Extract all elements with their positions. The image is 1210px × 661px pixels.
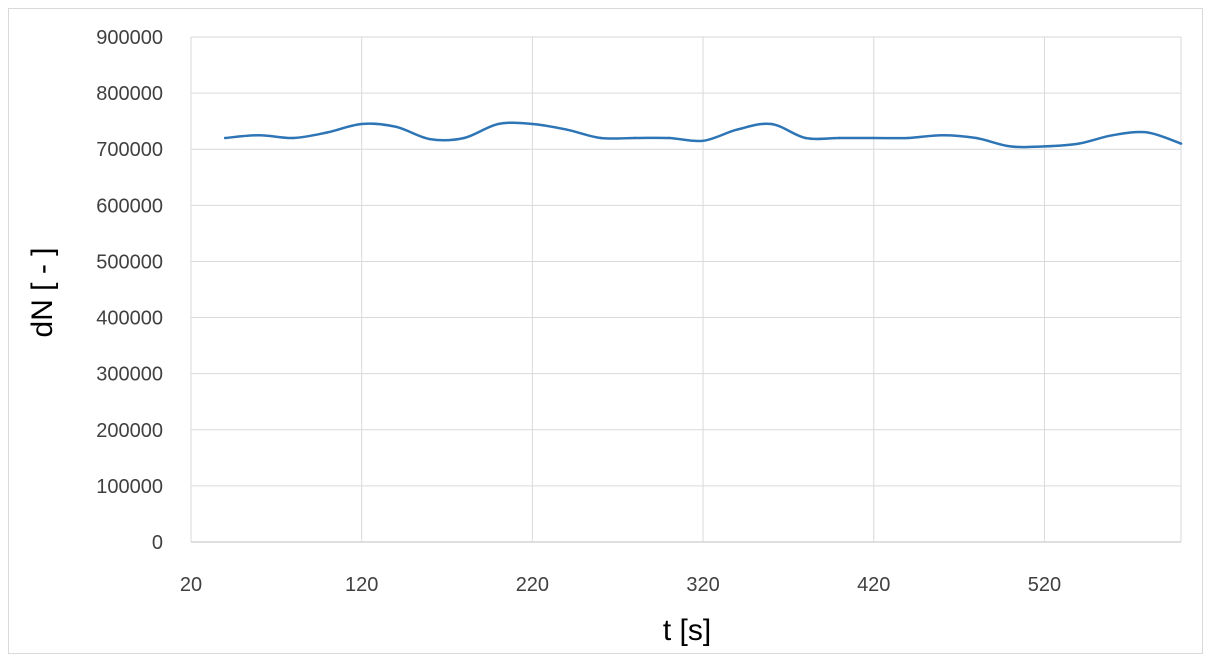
data-point [599,136,602,140]
data-point [223,136,227,140]
y-tick-label: 200000 [96,420,163,442]
y-tick-label: 400000 [96,308,163,330]
data-point [258,133,261,137]
x-tick-label: 20 [180,574,202,596]
data-point [394,125,398,128]
y-tick-labels: 0 100000 200000 300000 400000 500000 600000 700… [96,27,163,554]
data-point [565,128,568,131]
data-point [736,128,739,131]
y-tick-label: 300000 [96,364,163,386]
data-point [872,136,875,140]
data-point [804,136,807,140]
data-point [633,136,636,140]
chart-frame [8,8,1203,654]
data-point [906,136,910,140]
data-point [1145,131,1149,134]
data-point [701,139,705,143]
data-point [838,136,841,140]
data-point [1111,133,1114,137]
x-axis-label: t [s] [663,614,711,647]
x-tick-label: 220 [516,574,549,596]
data-point [974,136,978,140]
data-point [531,122,534,126]
y-gridlines [191,36,1181,543]
data-point [667,136,671,140]
y-tick-label: 500000 [96,251,163,273]
data-point [940,133,944,137]
data-point [1179,142,1183,145]
data-point [1043,145,1046,148]
x-tick-label: 520 [1028,574,1061,596]
y-tick-label: 700000 [96,139,163,161]
y-tick-label: 900000 [96,27,163,49]
data-point [770,122,773,126]
data-point [428,137,432,141]
y-tick-label: 0 [152,532,163,554]
data-point [462,136,466,140]
series-group [223,121,1183,149]
data-point [292,136,295,140]
x-tick-label: 120 [345,574,378,596]
data-point [1077,142,1080,145]
y-tick-label: 100000 [96,476,163,498]
data-point [326,131,329,134]
y-tick-label: 800000 [96,83,163,105]
x-gridlines [190,37,1182,542]
x-tick-label: 420 [857,574,890,596]
data-point [497,122,500,126]
x-tick-label: 320 [686,574,719,596]
data-point [1009,145,1012,148]
y-axis-label: dN [ - ] [26,247,59,337]
x-tick-labels: 20 120 220 320 420 520 [180,574,1061,596]
y-tick-label: 600000 [96,195,163,217]
data-point [360,122,363,126]
